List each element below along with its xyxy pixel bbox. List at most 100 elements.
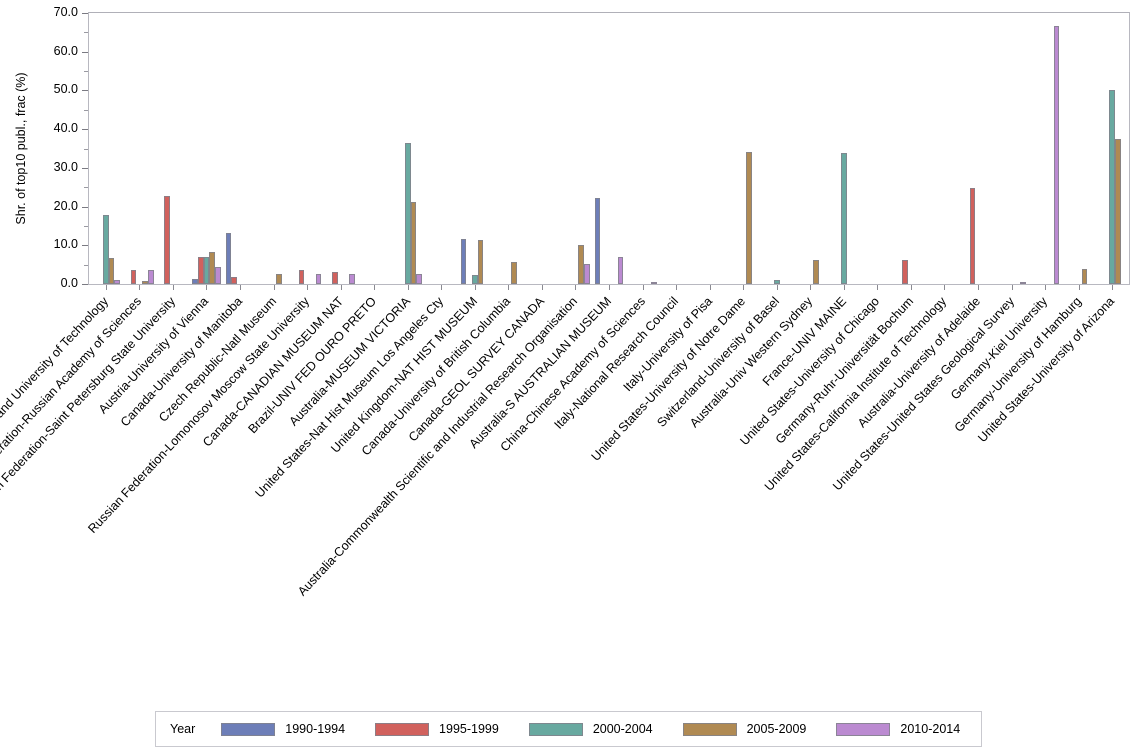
bar xyxy=(1053,26,1060,284)
legend-entry[interactable]: 2005-2009 xyxy=(682,722,807,736)
legend-label: 2005-2009 xyxy=(746,722,807,736)
y-tick-minor xyxy=(84,187,88,189)
legend-title: Year xyxy=(170,722,196,736)
x-tick-mark xyxy=(978,285,980,290)
bar xyxy=(902,260,909,284)
x-tick-mark xyxy=(1078,285,1080,290)
bar xyxy=(164,195,170,284)
bar xyxy=(102,214,109,284)
bar xyxy=(1081,268,1088,284)
bar xyxy=(416,273,422,284)
bar xyxy=(276,274,283,284)
legend-entry[interactable]: 1995-1999 xyxy=(375,722,499,736)
y-tick-mark xyxy=(82,13,88,14)
x-tick-mark xyxy=(910,285,912,290)
x-tick-mark xyxy=(340,285,342,290)
x-tick-mark xyxy=(273,285,275,290)
bar xyxy=(142,280,148,284)
x-tick-mark xyxy=(609,285,610,290)
x-tick-mark xyxy=(407,285,409,290)
x-tick-mark xyxy=(441,285,443,290)
bar xyxy=(477,239,484,284)
legend-entry[interactable]: 1990-1994 xyxy=(221,722,345,736)
legend-swatch xyxy=(221,722,276,736)
bar xyxy=(225,233,232,284)
bar xyxy=(114,279,120,284)
bar xyxy=(349,274,355,284)
y-tick-mark xyxy=(82,284,88,285)
legend-entry[interactable]: 2000-2004 xyxy=(528,722,653,736)
x-tick-mark xyxy=(776,285,778,290)
y-tick-mark xyxy=(82,206,88,208)
x-tick-mark xyxy=(1045,285,1047,290)
x-tick-mark xyxy=(307,285,309,290)
bar xyxy=(214,267,221,284)
y-tick-label: 30.0 xyxy=(53,159,78,174)
y-tick-minor xyxy=(84,225,88,227)
bar xyxy=(651,282,657,284)
bar xyxy=(969,188,976,284)
bar xyxy=(1115,138,1121,284)
x-tick-mark xyxy=(508,285,510,290)
x-tick-mark xyxy=(105,285,107,290)
bar xyxy=(332,272,338,284)
bar xyxy=(840,153,847,284)
y-tick-mark xyxy=(82,90,88,92)
y-tick-label: 40.0 xyxy=(53,121,78,136)
bar xyxy=(192,279,198,284)
x-tick-mark xyxy=(374,285,376,290)
bar xyxy=(197,256,204,284)
bar xyxy=(298,270,305,284)
bar xyxy=(594,197,601,284)
bar xyxy=(147,270,154,284)
legend-label: 1995-1999 xyxy=(439,722,499,736)
legend-swatch xyxy=(836,722,891,736)
chart-legend: Year 1990-1994 1995-1999 2000-2004 2005-200… xyxy=(155,711,982,747)
bar xyxy=(1020,282,1026,284)
x-tick-mark xyxy=(1011,285,1013,290)
bar xyxy=(410,201,417,284)
bar xyxy=(460,239,467,284)
x-tick-mark xyxy=(944,285,946,290)
legend-entry[interactable]: 2010-2014 xyxy=(836,722,960,736)
bar xyxy=(203,256,210,284)
y-tick-label: 10.0 xyxy=(53,237,78,252)
x-tick-mark xyxy=(541,285,543,290)
legend-swatch xyxy=(528,722,583,736)
x-tick-mark xyxy=(743,285,745,290)
bar xyxy=(511,261,517,284)
legend-label: 1990-1994 xyxy=(285,722,346,736)
bar xyxy=(746,152,752,284)
bar xyxy=(617,256,624,284)
x-tick-mark xyxy=(877,285,879,290)
x-tick-mark xyxy=(642,285,644,290)
x-tick-mark xyxy=(1112,285,1114,290)
y-tick-mark xyxy=(82,51,88,53)
y-tick-label: 50.0 xyxy=(53,82,78,97)
x-tick-mark xyxy=(843,285,845,290)
x-tick-mark xyxy=(676,285,678,290)
bar xyxy=(315,273,322,284)
bar xyxy=(583,263,590,284)
legend-label: 2000-2004 xyxy=(592,722,653,736)
bar xyxy=(130,270,137,284)
bars-container xyxy=(89,13,1129,284)
y-tick-label: 20.0 xyxy=(53,198,78,213)
legend-label: 2010-2014 xyxy=(900,722,961,736)
x-tick-mark xyxy=(139,285,141,290)
y-tick-mark xyxy=(82,245,88,247)
x-tick-mark xyxy=(239,285,241,290)
x-tick-mark xyxy=(810,285,812,290)
bar xyxy=(404,142,411,284)
y-tick-label: 70.0 xyxy=(53,5,78,19)
bar xyxy=(471,274,478,284)
bar xyxy=(773,280,780,284)
y-tick-minor xyxy=(84,32,88,34)
y-tick-minor xyxy=(84,109,88,111)
y-tick-minor xyxy=(84,264,88,266)
x-tick-mark xyxy=(206,285,208,290)
bar xyxy=(813,260,819,284)
y-tick-label: 60.0 xyxy=(53,43,78,58)
plot-area xyxy=(88,12,1130,285)
